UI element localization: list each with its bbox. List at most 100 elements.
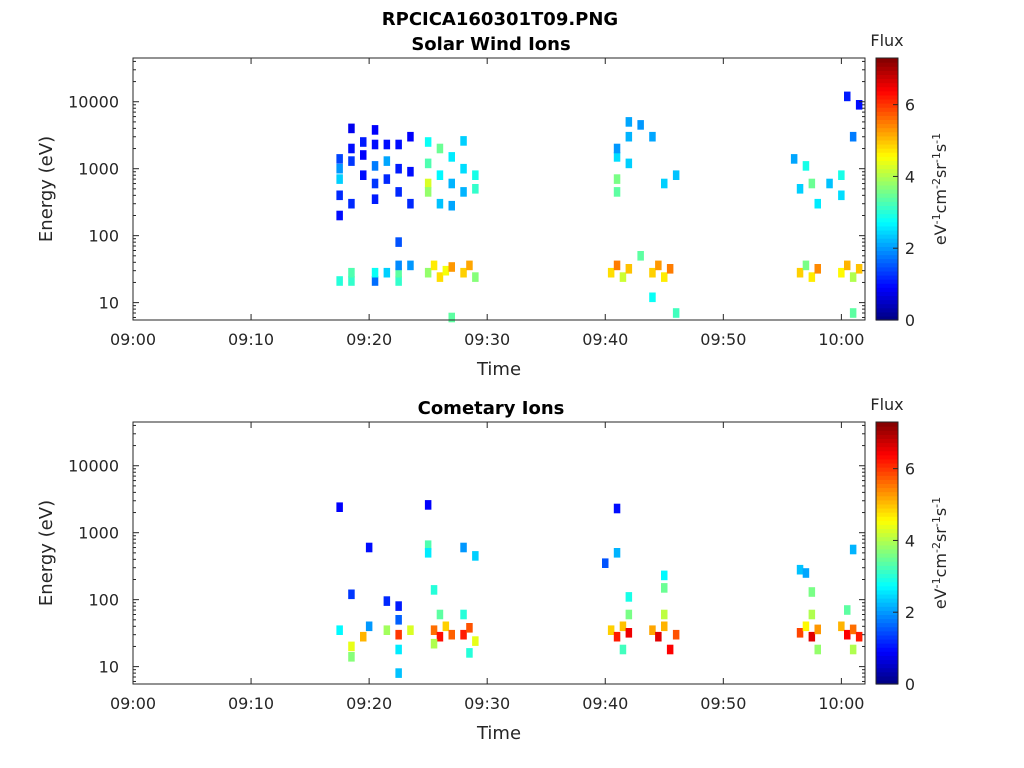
flux-cell [348,652,355,662]
colorbar-step [876,225,898,231]
flux-cell [849,272,857,282]
flux-cell [672,308,680,318]
colorbar-step [876,274,898,280]
flux-cell [826,178,833,189]
colorbar-unit-label: eV-1cm-2sr-1s-1 [930,133,951,245]
colorbar-step [876,614,898,620]
flux-cell [649,625,656,635]
colorbar-step [876,254,898,260]
colorbar-tick-label: 2 [905,603,915,622]
flux-cell [849,544,857,555]
flux-cell [666,644,674,655]
flux-cell [430,638,438,649]
x-tick-label: 09:20 [346,694,392,713]
panel-title: Solar Wind Ions [411,34,570,55]
x-tick-label: 10:00 [818,694,864,713]
colorbar-step [876,532,898,538]
colorbar-step [876,528,898,534]
colorbar-step [876,569,898,575]
colorbar-step [876,458,898,464]
flux-cell [383,139,391,150]
flux-cell [472,170,479,180]
colorbar-tick-label: 0 [905,311,915,330]
flux-cell [407,625,414,635]
flux-cell [849,131,857,142]
colorbar-step [876,573,898,579]
colorbar-step [876,450,898,456]
flux-cell [348,123,355,134]
flux-cell [436,272,444,282]
flux-cell [348,276,355,286]
flux-cell [383,174,391,184]
flux-cell [619,621,627,632]
x-tick-label: 09:30 [464,330,510,349]
unit-symbol: s [931,508,950,516]
flux-cell [802,621,810,632]
x-tick-label: 09:00 [110,330,156,349]
colorbar-step [876,491,898,497]
flux-cell [336,276,343,286]
flux-cell [625,158,633,169]
flux-cell [649,267,656,278]
flux-cell [448,200,455,211]
colorbar-step [876,598,898,603]
flux-cell [365,542,373,553]
colorbar-step [876,78,898,84]
flux-cell [814,198,821,209]
colorbar-step [876,438,898,444]
colorbar-step [876,58,898,63]
colorbar-title: Flux [870,395,903,414]
flux-cell [395,260,402,271]
colorbar-tick-label: 4 [905,531,915,550]
colorbar-step [876,111,898,116]
colorbar-step [876,536,898,542]
flux-cell [460,163,467,174]
colorbar-step [876,434,898,439]
flux-cell [336,502,343,512]
colorbar-step [876,602,898,607]
flux-cell [395,629,402,640]
flux-cell [796,564,804,575]
unit-symbol: s [931,144,950,152]
colorbar-step [876,659,898,665]
colorbar-step [876,270,898,276]
flux-cell [849,624,857,635]
plot-area [133,58,865,320]
flux-cell [625,609,633,620]
flux-cell [472,272,479,282]
flux-cell [448,629,455,640]
flux-cell [844,629,851,640]
colorbar-tick-label: 0 [905,675,915,694]
x-tick-label: 09:00 [110,694,156,713]
colorbar-step [876,115,898,120]
flux-cell [430,625,438,635]
colorbar-step [876,495,898,501]
flux-cell [371,125,379,135]
flux-cell [613,187,621,197]
colorbar-step [876,544,898,550]
colorbar-step [876,242,898,247]
flux-cell [472,551,479,561]
colorbar-frame [875,421,899,685]
flux-cell [383,267,391,278]
flux-cell [849,308,857,318]
flux-cell [407,166,414,177]
colorbar-step [876,107,898,112]
flux-cell [436,198,444,209]
flux-cell [395,237,402,247]
flux-cell [655,631,662,642]
flux-cell [383,156,391,166]
flux-cell [838,267,845,278]
colorbar-step [876,250,898,256]
flux-cell [360,170,367,180]
flux-cell [802,568,810,578]
x-tick-label: 10:00 [818,330,864,349]
flux-cell [360,631,367,642]
flux-cell [613,631,621,642]
flux-cell [838,190,845,201]
y-tick-label: 10 [99,658,119,677]
flux-cell [613,260,621,271]
x-tick-label: 09:50 [700,330,746,349]
flux-cell [619,272,627,282]
flux-cell [395,139,402,150]
